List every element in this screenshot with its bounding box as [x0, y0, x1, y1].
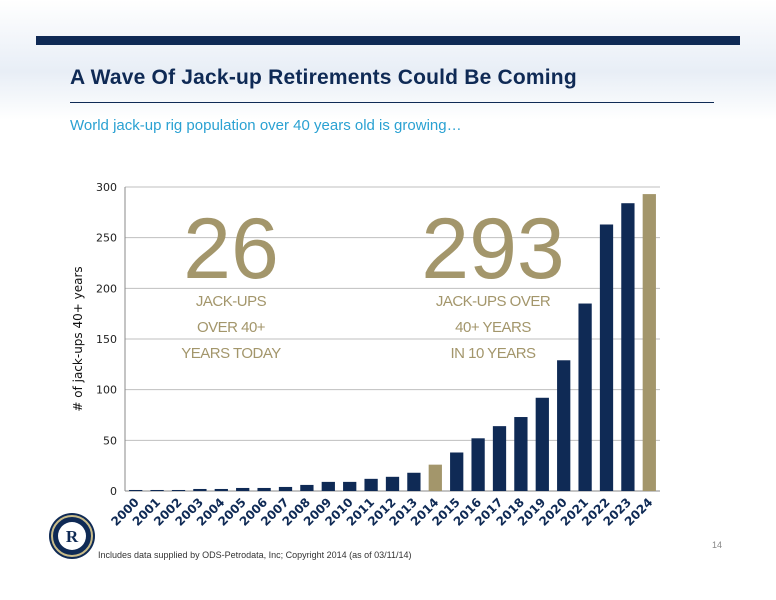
callout-right-text-line: JACK-UPS OVER — [436, 293, 551, 310]
bar-2021 — [578, 303, 592, 491]
bar-2009 — [321, 481, 335, 491]
bar-2024 — [642, 194, 656, 492]
y-tick-label: 200 — [96, 282, 117, 295]
bar-2011 — [364, 478, 378, 491]
page-number: 14 — [712, 540, 723, 550]
bar-2001 — [150, 489, 164, 491]
y-tick-label: 0 — [110, 485, 117, 498]
bar-2013 — [407, 472, 421, 491]
bar-2023 — [621, 203, 635, 492]
bar-2007 — [278, 486, 293, 491]
header-background — [0, 0, 776, 120]
slide-title: A Wave Of Jack-up Retirements Could Be C… — [70, 66, 577, 89]
bar-2012 — [385, 476, 400, 491]
header-bar — [36, 36, 740, 45]
bar-2015 — [450, 452, 464, 491]
bar-2002 — [171, 489, 186, 491]
y-tick-label: 50 — [103, 434, 117, 447]
y-axis-title: # of jack-ups 40+ years — [71, 266, 85, 411]
company-logo: R — [49, 513, 95, 559]
bar-2010 — [343, 481, 357, 491]
y-tick-label: 100 — [96, 384, 117, 397]
bar-2004 — [214, 488, 228, 491]
callout-left-text-line: YEARS TODAY — [181, 345, 281, 362]
y-tick-label: 250 — [96, 232, 117, 245]
bar-2003 — [193, 488, 207, 491]
callout-right-text-line: IN 10 YEARS — [450, 345, 536, 362]
callout-left-text-line: JACK-UPS — [196, 293, 267, 310]
slide-subtitle: World jack-up rig population over 40 yea… — [70, 117, 462, 134]
callout-left-number: 26 — [183, 201, 279, 297]
callout-left-text-line: OVER 40+ — [197, 319, 266, 336]
footnote: Includes data supplied by ODS-Petrodata,… — [98, 550, 412, 560]
callout-right-number: 293 — [421, 201, 565, 297]
bar-2006 — [257, 487, 271, 491]
bar-2005 — [236, 487, 250, 491]
y-tick-label: 150 — [96, 333, 117, 346]
bar-2000 — [129, 489, 143, 491]
callout-right-text-line: 40+ YEARS — [455, 319, 531, 336]
bar-2019 — [535, 397, 549, 491]
y-tick-label: 300 — [96, 181, 117, 194]
bar-2018 — [514, 417, 528, 491]
bar-2014 — [428, 464, 442, 491]
bar-2020 — [557, 360, 571, 491]
bar-2022 — [599, 224, 614, 491]
bar-2017 — [492, 426, 507, 491]
title-divider — [70, 102, 714, 103]
logo-letter: R — [66, 527, 79, 546]
bar-2008 — [300, 484, 314, 491]
bar-2016 — [471, 438, 485, 491]
